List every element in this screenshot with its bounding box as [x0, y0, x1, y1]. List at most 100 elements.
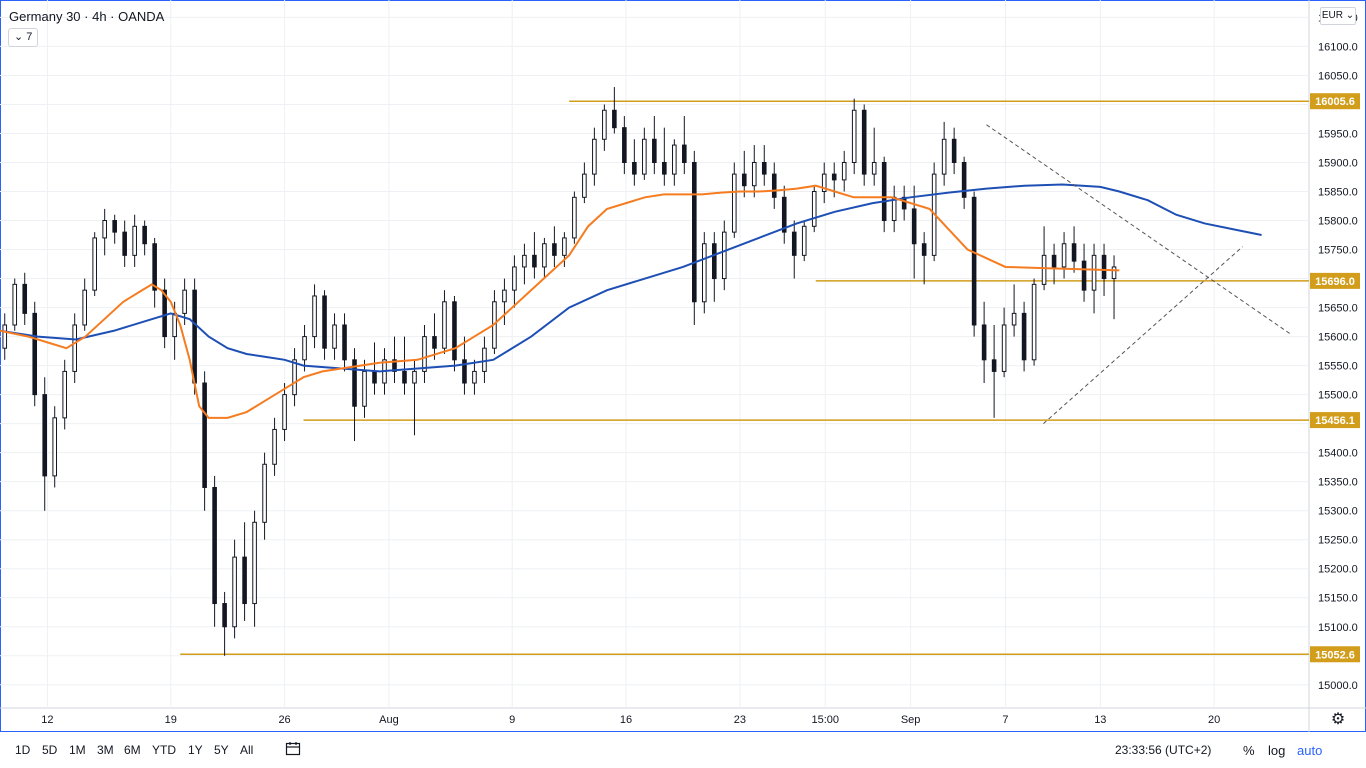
price-tick-label: 15550.0	[1318, 361, 1358, 373]
candle-body	[322, 295, 327, 349]
level-price-label: 15696.0	[1315, 276, 1355, 288]
price-tick-label: 15850.0	[1318, 187, 1358, 199]
price-tick-label: 15350.0	[1318, 477, 1358, 489]
scale-option-percent[interactable]: %	[1243, 743, 1255, 758]
candle-body	[552, 243, 557, 256]
candle-body	[52, 417, 58, 477]
candle-body	[182, 289, 187, 314]
time-tick-label: 13	[1094, 714, 1106, 726]
range-button-ytd[interactable]: YTD	[152, 743, 176, 757]
range-button-5d[interactable]: 5D	[42, 743, 58, 757]
indicator-toggle-button[interactable]: ⌄ 7	[8, 28, 39, 47]
indicator-count: 7	[26, 31, 33, 43]
candle-body	[392, 359, 397, 372]
candle-body	[202, 382, 207, 488]
candle-body	[412, 370, 417, 384]
candle-body	[522, 254, 527, 268]
candle-body	[921, 243, 927, 256]
level-price-label: 16005.6	[1315, 96, 1355, 108]
level-price-badge	[1310, 412, 1360, 429]
candle-body	[1061, 243, 1067, 268]
price-tick-label: 15150.0	[1318, 593, 1358, 605]
candle-body	[1011, 312, 1017, 326]
candle-body	[142, 225, 147, 245]
candle-body	[72, 324, 77, 372]
time-tick-label: 7	[1002, 714, 1008, 726]
time-tick-label: Sep	[901, 714, 921, 726]
candle-body	[562, 237, 567, 256]
candle-body	[462, 359, 467, 384]
candle-body	[42, 394, 48, 477]
candle-body	[1021, 312, 1027, 361]
candle-body	[302, 336, 307, 361]
time-tick-label: 26	[278, 714, 290, 726]
level-price-label: 15456.1	[1315, 415, 1355, 427]
candle-body	[761, 161, 767, 175]
candle-body	[741, 173, 747, 187]
candle-body	[132, 225, 137, 256]
range-button-1d[interactable]: 1D	[15, 743, 31, 757]
trend-line	[1043, 246, 1243, 425]
range-button-1y[interactable]: 1Y	[188, 743, 203, 757]
price-tick-label: 15800.0	[1318, 216, 1358, 228]
candle-body	[472, 370, 477, 384]
price-tick-label: 15400.0	[1318, 448, 1358, 460]
candle-body	[152, 243, 157, 291]
candle-body	[272, 428, 277, 465]
price-tick-label: 15250.0	[1318, 535, 1358, 547]
calendar-icon[interactable]	[285, 741, 301, 757]
candle-body	[512, 266, 517, 291]
range-button-5y[interactable]: 5Y	[214, 743, 229, 757]
candle-body	[622, 127, 627, 163]
time-tick-label: 20	[1208, 714, 1220, 726]
candle-body	[482, 347, 487, 372]
range-button-1m[interactable]: 1M	[69, 743, 86, 757]
candle-body	[262, 463, 267, 523]
candle-body	[791, 231, 797, 256]
candle-body	[1101, 254, 1107, 280]
scale-option-log[interactable]: log	[1268, 743, 1286, 758]
level-price-badge	[1310, 93, 1360, 110]
candle-body	[1031, 283, 1037, 361]
candle-body	[252, 521, 257, 605]
range-button-6m[interactable]: 6M	[124, 743, 141, 757]
scale-option-auto[interactable]: auto	[1297, 743, 1323, 758]
candle-body	[1111, 266, 1117, 280]
candle-body	[352, 359, 357, 407]
candle-body	[122, 231, 127, 256]
candle-body	[162, 289, 167, 338]
candle-body	[402, 370, 407, 384]
candle-body	[102, 220, 107, 239]
candle-body	[731, 173, 737, 233]
candle-body	[212, 486, 217, 605]
candle-body	[801, 225, 807, 256]
candle-body	[432, 336, 437, 349]
gear-icon[interactable]: ⚙	[1330, 711, 1346, 728]
currency-button[interactable]: EUR ⌄	[1320, 7, 1356, 25]
trend-line	[986, 124, 1291, 335]
level-price-badge	[1310, 646, 1360, 663]
candle-body	[332, 324, 337, 349]
candle-body	[781, 196, 787, 233]
time-tick-label: 15:00	[811, 714, 839, 726]
chevron-down-icon: ⌄	[14, 31, 24, 43]
candle-body	[292, 359, 297, 396]
candle-body	[632, 161, 637, 175]
candle-body	[1071, 243, 1077, 262]
time-tick-label: 16	[620, 714, 632, 726]
range-button-3m[interactable]: 3M	[97, 743, 114, 757]
candle-body	[442, 301, 447, 349]
price-tick-label: 15200.0	[1318, 564, 1358, 576]
bottom-toolbar: 1D 5D 1M 3M 6M YTD 1Y 5Y All 23:33:56 (UTC+2) % l…	[0, 733, 1366, 768]
candle-body	[751, 161, 757, 187]
range-button-all[interactable]: All	[240, 743, 254, 757]
candle-body	[881, 161, 887, 222]
candle-body	[642, 138, 647, 175]
candle-body	[502, 289, 507, 303]
price-tick-label: 15950.0	[1318, 128, 1358, 140]
ema-slow-line	[0, 183, 1262, 373]
candle-body	[192, 289, 197, 384]
candle-body	[2, 324, 8, 349]
